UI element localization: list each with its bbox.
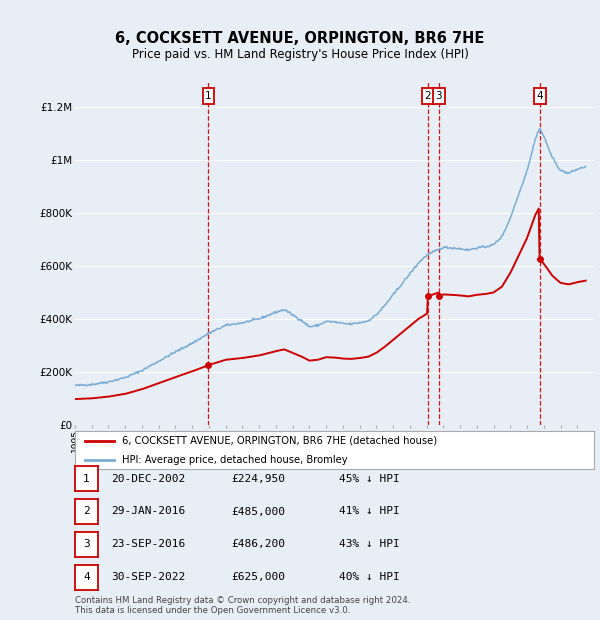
Text: 41% ↓ HPI: 41% ↓ HPI <box>339 507 400 516</box>
Text: 1: 1 <box>205 91 212 101</box>
Text: 4: 4 <box>83 572 90 582</box>
Text: 40% ↓ HPI: 40% ↓ HPI <box>339 572 400 582</box>
Text: 30-SEP-2022: 30-SEP-2022 <box>111 572 185 582</box>
Text: Price paid vs. HM Land Registry's House Price Index (HPI): Price paid vs. HM Land Registry's House … <box>131 48 469 61</box>
Text: 4: 4 <box>536 91 543 101</box>
Text: 45% ↓ HPI: 45% ↓ HPI <box>339 474 400 484</box>
Text: 2: 2 <box>425 91 431 101</box>
Text: 23-SEP-2016: 23-SEP-2016 <box>111 539 185 549</box>
Text: 43% ↓ HPI: 43% ↓ HPI <box>339 539 400 549</box>
Text: £224,950: £224,950 <box>231 474 285 484</box>
Text: HPI: Average price, detached house, Bromley: HPI: Average price, detached house, Brom… <box>122 454 347 465</box>
Text: 6, COCKSETT AVENUE, ORPINGTON, BR6 7HE: 6, COCKSETT AVENUE, ORPINGTON, BR6 7HE <box>115 31 485 46</box>
Text: 20-DEC-2002: 20-DEC-2002 <box>111 474 185 484</box>
Text: 3: 3 <box>436 91 442 101</box>
Text: £485,000: £485,000 <box>231 507 285 516</box>
Text: 3: 3 <box>83 539 90 549</box>
Text: Contains HM Land Registry data © Crown copyright and database right 2024.
This d: Contains HM Land Registry data © Crown c… <box>75 596 410 615</box>
Text: 29-JAN-2016: 29-JAN-2016 <box>111 507 185 516</box>
Text: 2: 2 <box>83 507 90 516</box>
Text: 6, COCKSETT AVENUE, ORPINGTON, BR6 7HE (detached house): 6, COCKSETT AVENUE, ORPINGTON, BR6 7HE (… <box>122 435 437 446</box>
Text: 1: 1 <box>83 474 90 484</box>
Text: £486,200: £486,200 <box>231 539 285 549</box>
Text: £625,000: £625,000 <box>231 572 285 582</box>
